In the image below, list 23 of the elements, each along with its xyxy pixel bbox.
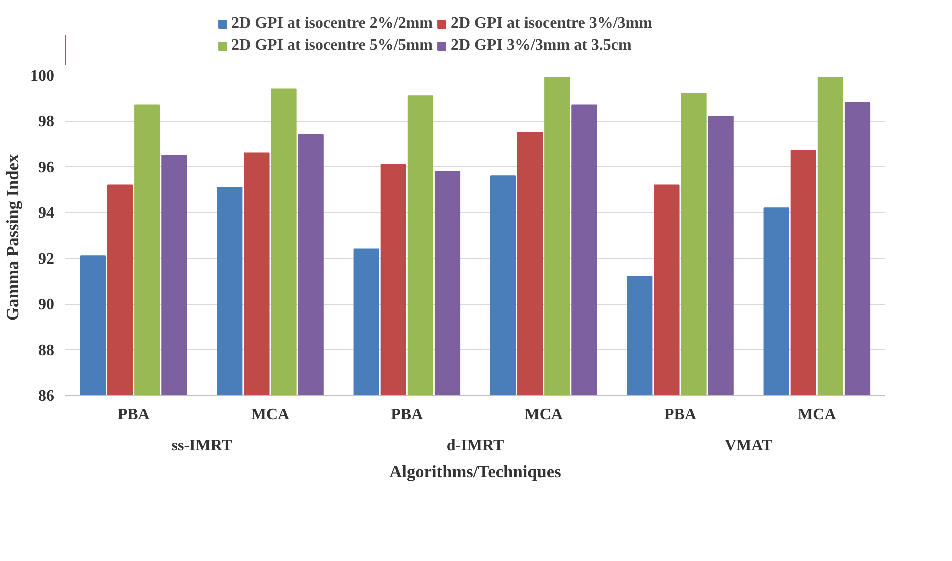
legend-label: 2D GPI at isocentre 2%/2mm bbox=[232, 15, 433, 33]
legend-label: 2D GPI 3%/3mm at 3.5cm bbox=[450, 37, 632, 55]
text: ss-IMRT bbox=[172, 438, 233, 454]
legend-label: 2D GPI at isocentre 5%/5mm bbox=[232, 37, 433, 55]
y-axis-title: Gamma Passing Index bbox=[4, 154, 22, 321]
x-tick-label: PBA bbox=[118, 406, 150, 424]
y-tick-label: 86 bbox=[38, 388, 54, 405]
x-tick-label: MCA bbox=[251, 406, 290, 424]
y-tick-label: 92 bbox=[38, 250, 54, 268]
x-tick-label: PBA bbox=[391, 406, 424, 424]
y-tick-label: 90 bbox=[38, 296, 54, 314]
legend-label: 2D GPI at isocentre 3%/3mm bbox=[450, 15, 652, 33]
text: VMAT bbox=[724, 438, 774, 454]
x-tick-label: MCA bbox=[798, 406, 837, 424]
x-axis-title: Algorithms/Techniques bbox=[390, 462, 562, 482]
text: d-IMRT bbox=[446, 438, 504, 454]
y-tick-label: 96 bbox=[38, 159, 54, 176]
y-tick-label: 100 bbox=[30, 68, 54, 85]
y-tick-label: 98 bbox=[38, 114, 54, 131]
x-tick-label: MCA bbox=[524, 406, 564, 424]
y-tick-label: 94 bbox=[38, 205, 54, 222]
x-tick-label: PBA bbox=[664, 406, 697, 424]
y-tick-label: 88 bbox=[38, 342, 54, 360]
